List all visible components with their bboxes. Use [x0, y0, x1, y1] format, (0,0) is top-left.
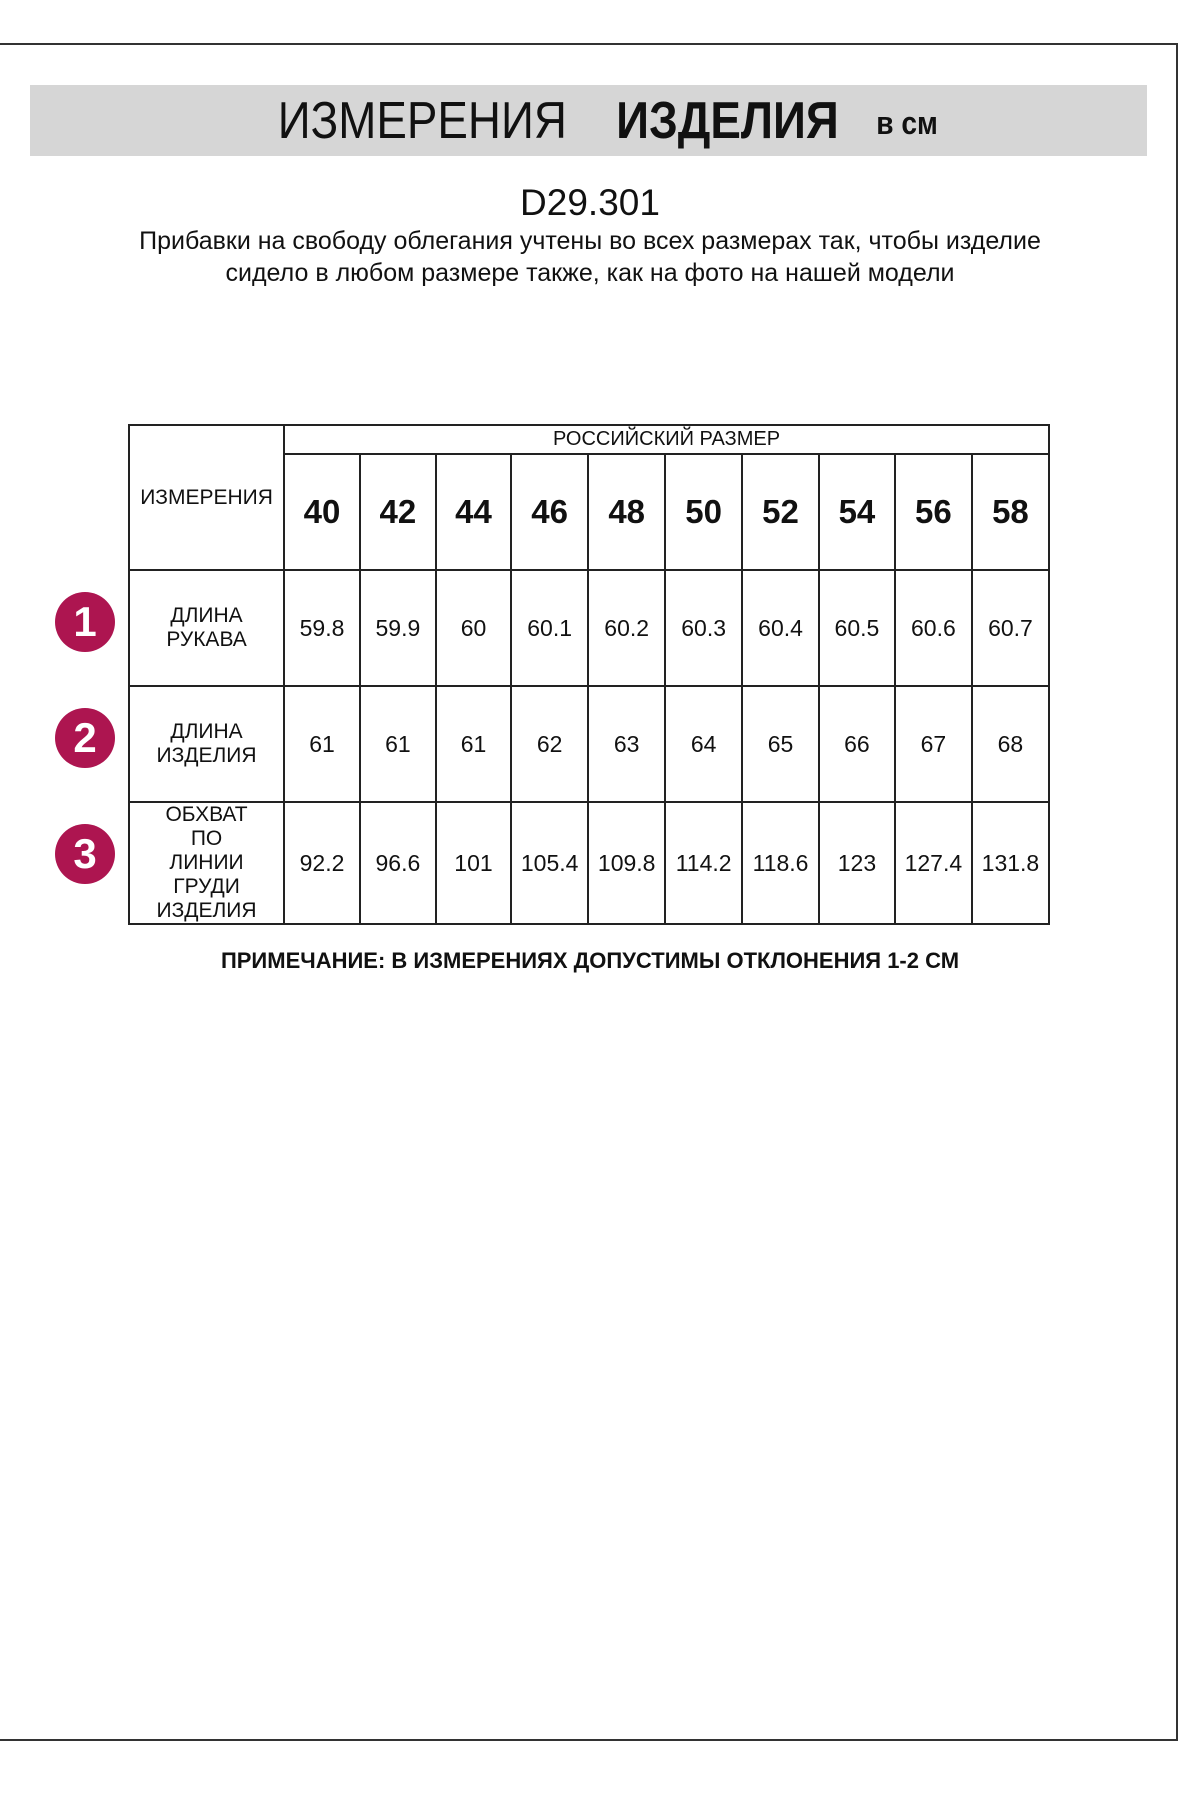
cell-value: 60 [434, 569, 513, 687]
row-number-badge: 3 [55, 824, 115, 884]
cell-value: 109.8 [587, 801, 667, 925]
cell-value: 61 [283, 685, 361, 803]
size-header: РОССИЙСКИЙ РАЗМЕР [283, 424, 1050, 455]
note: ПРИМЕЧАНИЕ: В ИЗМЕРЕНИЯХ ДОПУСТИМЫ ОТКЛО… [220, 948, 960, 973]
product-code: D29.301 [520, 182, 660, 223]
cell-value: 118.6 [741, 801, 820, 925]
cell-value: 131.8 [970, 801, 1051, 925]
size-table: ИЗМЕРЕНИЯ РОССИЙСКИЙ РАЗМЕР 40 42 44 46 48 50 52… [127, 424, 1051, 925]
measure-header: ИЗМЕРЕНИЯ [127, 424, 286, 571]
description: Прибавки на свободу облегания учтены во … [139, 227, 1041, 287]
page-title: ИЗМЕРЕНИЯ ИЗДЕЛИЯ в см [0, 85, 1200, 156]
cell-value: 67 [893, 685, 973, 803]
cell-value: 92.2 [283, 801, 361, 925]
cell-value: 105.4 [510, 801, 590, 925]
table-row: ДЛИНА ИЗДЕЛИЯ 61 61 61 62 63 64 65 66 67 68 [127, 685, 1051, 803]
cell-value: 61 [434, 685, 513, 803]
cell-value: 60.5 [817, 569, 896, 687]
size-40: 40 [283, 453, 361, 571]
size-42: 42 [358, 453, 437, 571]
title-regular: ИЗМЕРЕНИЯ [277, 91, 568, 150]
size-50: 50 [664, 453, 744, 571]
cell-value: 63 [587, 685, 667, 803]
cell-value: 123 [817, 801, 896, 925]
table-row: ДЛИНА РУКАВА 59.8 59.9 60 60.1 60.2 60.3 60.4 60… [127, 569, 1051, 687]
cell-value: 65 [741, 685, 820, 803]
row-number-badge: 2 [55, 708, 115, 768]
row-label: ДЛИНА РУКАВА [127, 569, 286, 687]
cell-value: 114.2 [664, 801, 744, 925]
cell-value: 62 [510, 685, 590, 803]
size-54: 54 [817, 453, 896, 571]
cell-value: 60.6 [893, 569, 973, 687]
page-frame [0, 43, 1178, 1741]
cell-value: 64 [664, 685, 744, 803]
row-label: ОБХВАТ ПО ЛИНИИ ГРУДИ ИЗДЕЛИЯ [127, 801, 286, 925]
cell-value: 60.3 [664, 569, 744, 687]
row-label: ДЛИНА ИЗДЕЛИЯ [127, 685, 286, 803]
title-bold: ИЗДЕЛИЯ [616, 91, 839, 150]
size-52: 52 [741, 453, 820, 571]
title-unit: в см [875, 105, 938, 141]
table-row: ОБХВАТ ПО ЛИНИИ ГРУДИ ИЗДЕЛИЯ 92.2 96.6 101… [127, 801, 1051, 925]
cell-value: 61 [358, 685, 437, 803]
cell-value: 96.6 [358, 801, 437, 925]
cell-value: 60.2 [587, 569, 667, 687]
cell-value: 127.4 [893, 801, 973, 925]
title-band [30, 85, 1147, 156]
row-number-badge: 1 [55, 592, 115, 652]
cell-value: 60.7 [970, 569, 1051, 687]
size-58: 58 [970, 453, 1051, 571]
cell-value: 101 [434, 801, 513, 925]
size-44: 44 [434, 453, 513, 571]
size-56: 56 [893, 453, 973, 571]
cell-value: 60.4 [741, 569, 820, 687]
cell-value: 59.9 [358, 569, 437, 687]
size-48: 48 [587, 453, 667, 571]
size-46: 46 [510, 453, 590, 571]
cell-value: 60.1 [510, 569, 590, 687]
cell-value: 66 [817, 685, 896, 803]
cell-value: 68 [970, 685, 1051, 803]
cell-value: 59.8 [283, 569, 361, 687]
